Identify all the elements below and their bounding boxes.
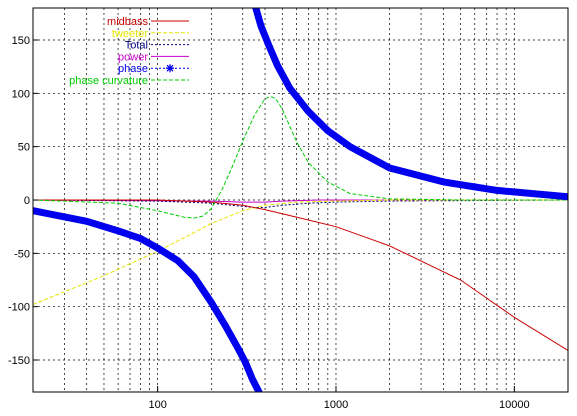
legend-power-label: power	[118, 51, 148, 63]
series-tweeter-line	[33, 199, 568, 305]
legend-midbass-label: midbass	[107, 16, 148, 28]
series-midbass-line	[33, 199, 568, 351]
series-phase-line	[252, 8, 568, 201]
series-phase-line	[33, 207, 263, 392]
y-tick-label: -50	[14, 248, 30, 260]
legend-tweeter-label: tweeter	[112, 28, 148, 40]
y-tick-label: -150	[8, 355, 30, 367]
series-phase-curvature-line	[33, 95, 568, 219]
legend-phase-curvature-label: phase curvature	[69, 75, 148, 87]
x-tick-label: 1000	[324, 399, 348, 411]
x-tick-label: 100	[148, 399, 166, 411]
legend-phase-label: phase	[118, 63, 148, 75]
legend-phase-marker	[166, 64, 174, 73]
legend-total-label: Total	[125, 40, 148, 52]
series-total-line	[33, 199, 568, 208]
y-tick-label: 0	[24, 195, 30, 207]
series-layer	[33, 8, 568, 392]
y-tick-label: 150	[12, 35, 30, 47]
y-tick-label: 100	[12, 88, 30, 100]
y-tick-label: 50	[18, 142, 30, 154]
axis-ticks: 150 100 50 0 -50 -100 -150 100 1000 10000	[8, 35, 530, 411]
x-tick-label: 10000	[499, 399, 530, 411]
y-tick-label: -100	[8, 302, 30, 314]
